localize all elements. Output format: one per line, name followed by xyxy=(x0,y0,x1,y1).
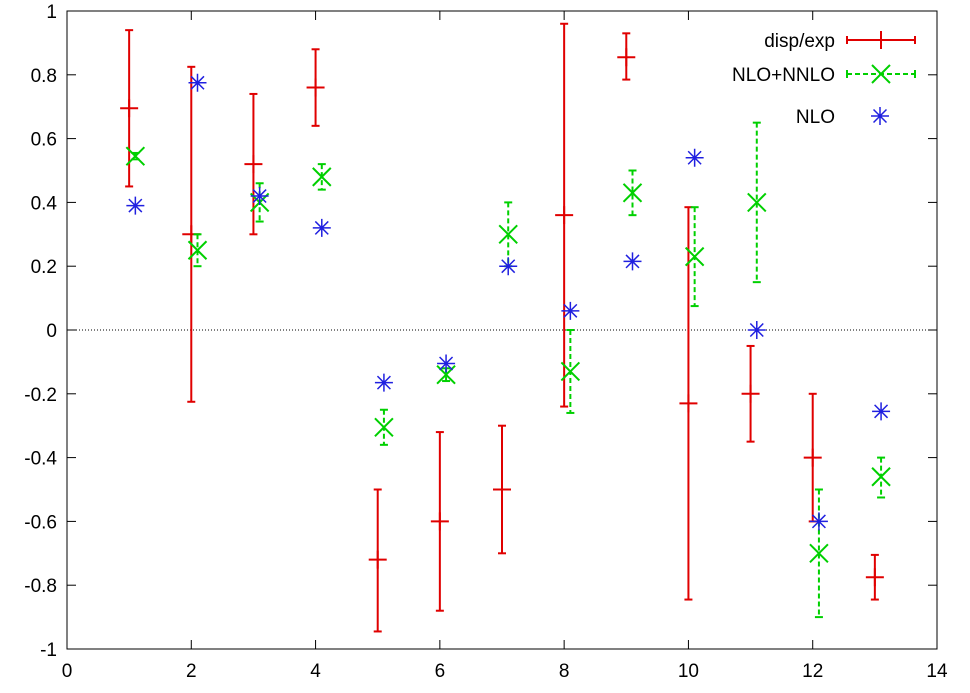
x-tick-label: 0 xyxy=(62,661,73,682)
legend-entry: disp/exp xyxy=(764,31,916,52)
y-tick-label: 0.2 xyxy=(31,257,57,278)
data-point xyxy=(368,550,387,569)
legend-label: NLO+NNLO xyxy=(732,65,835,86)
data-point xyxy=(679,394,698,413)
data-point xyxy=(493,480,511,499)
data-point xyxy=(561,301,580,320)
data-point xyxy=(555,206,574,225)
data-point xyxy=(499,257,518,276)
data-point xyxy=(312,218,331,237)
legend-label: disp/exp xyxy=(764,31,835,52)
data-point xyxy=(747,321,766,339)
data-point xyxy=(374,417,394,438)
y-tick-label: -0.4 xyxy=(24,449,57,470)
data-point xyxy=(125,146,146,166)
legend-marker xyxy=(872,31,890,49)
data-point xyxy=(741,384,760,403)
y-tick-label: -1 xyxy=(40,640,57,661)
data-point xyxy=(809,543,829,564)
data-point xyxy=(244,155,263,174)
data-point xyxy=(188,73,207,92)
data-point xyxy=(126,196,145,215)
x-tick-label: 12 xyxy=(802,661,823,682)
series-nlo-nnlo xyxy=(125,121,891,619)
data-point xyxy=(803,448,822,467)
legend-entry: NLO xyxy=(796,107,889,128)
data-point xyxy=(312,167,332,187)
data-point xyxy=(872,402,891,421)
y-tick-label: -0.6 xyxy=(24,512,57,533)
data-point xyxy=(306,78,325,97)
legend-label: NLO xyxy=(796,107,835,128)
x-tick-label: 6 xyxy=(435,661,446,682)
legend-entry: NLO+NNLO xyxy=(732,64,916,86)
y-tick-label: 0 xyxy=(46,321,57,342)
data-point xyxy=(871,467,891,487)
y-tick-label: -0.8 xyxy=(24,576,57,597)
data-point xyxy=(187,240,208,260)
series-nlo xyxy=(126,73,891,531)
data-point xyxy=(120,99,139,118)
data-point xyxy=(617,48,636,67)
series-disp-exp xyxy=(120,22,884,633)
data-point xyxy=(622,183,643,203)
data-point xyxy=(430,512,449,531)
x-tick-label: 4 xyxy=(310,661,321,682)
data-point xyxy=(498,224,518,245)
data-point xyxy=(437,354,456,373)
data-point xyxy=(374,373,393,392)
data-point xyxy=(250,187,269,206)
legend-marker xyxy=(871,64,891,84)
data-point xyxy=(809,512,828,531)
y-tick-label: 0.6 xyxy=(31,130,57,151)
y-tick-label: -0.2 xyxy=(24,385,57,406)
x-tick-label: 14 xyxy=(926,661,948,682)
y-tick-label: 0.4 xyxy=(31,193,58,214)
x-tick-label: 10 xyxy=(678,661,699,682)
data-point xyxy=(747,192,767,213)
x-tick-label: 2 xyxy=(186,661,197,682)
y-tick-label: 0.8 xyxy=(31,66,57,87)
data-point xyxy=(560,361,581,382)
y-tick-label: 1 xyxy=(46,2,57,23)
data-point xyxy=(623,252,642,271)
x-tick-label: 8 xyxy=(559,661,570,682)
data-point xyxy=(684,246,705,267)
legend-marker xyxy=(871,107,889,125)
data-point xyxy=(865,568,884,587)
data-point xyxy=(685,148,704,167)
